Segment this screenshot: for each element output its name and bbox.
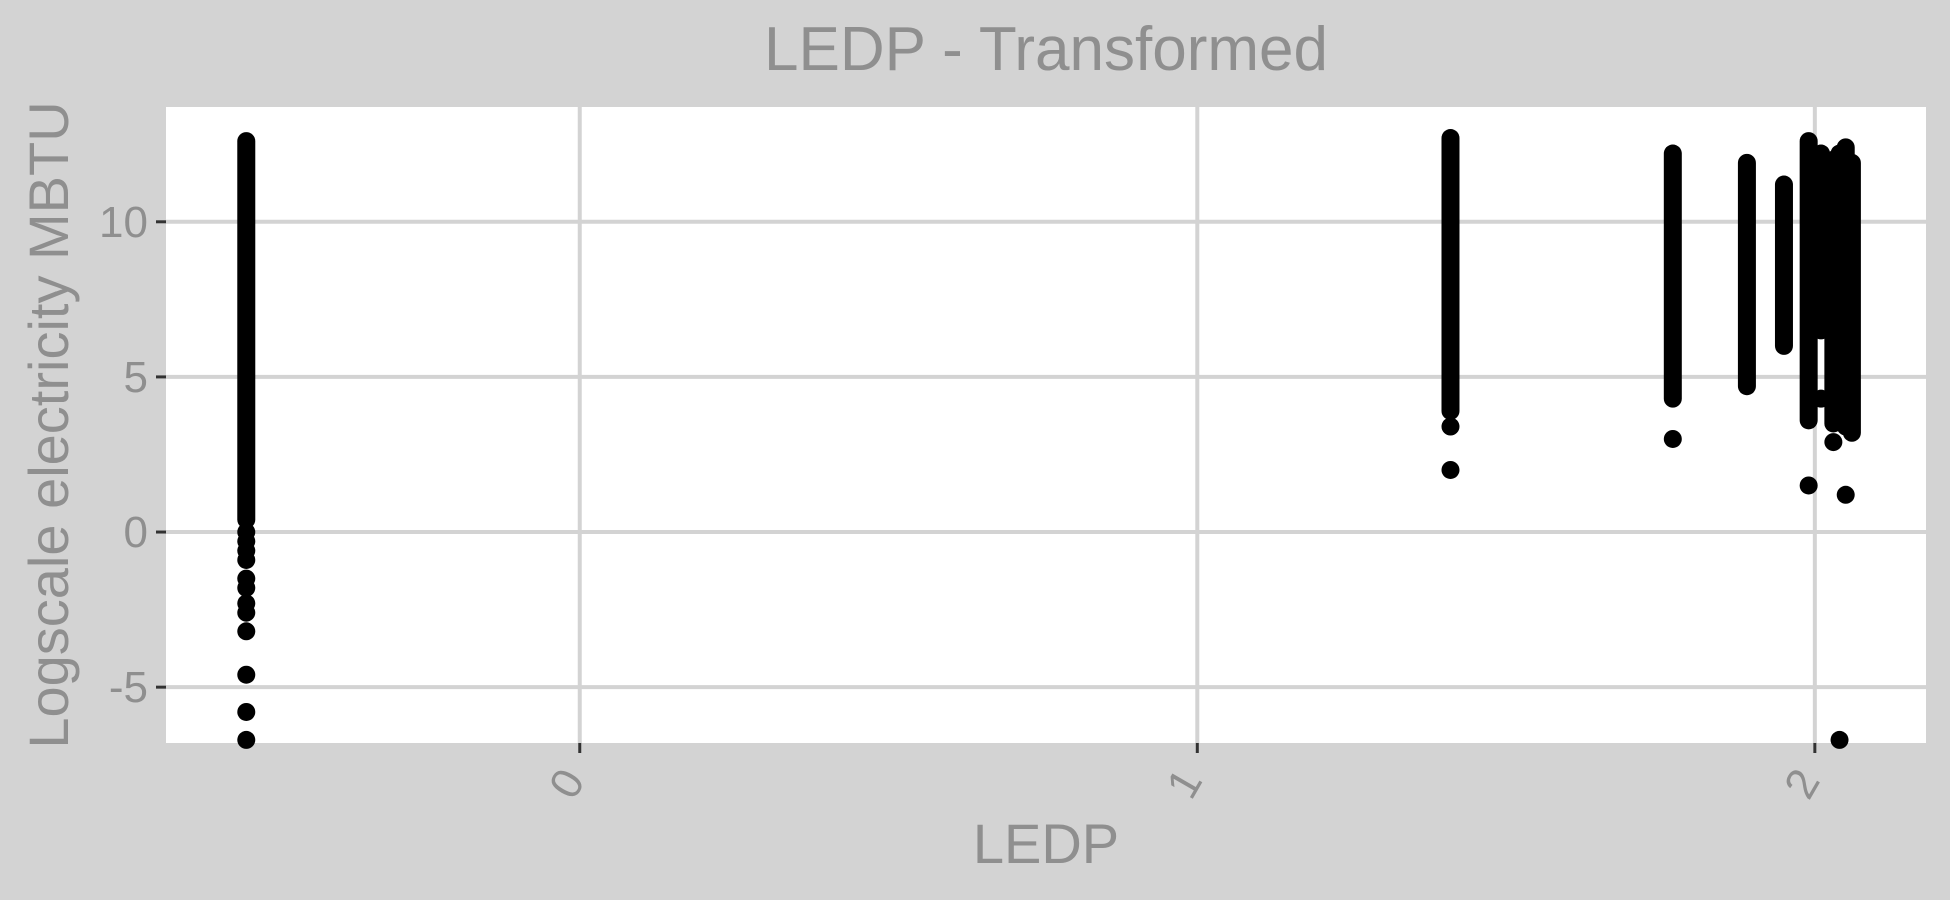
data-point <box>1830 730 1849 749</box>
data-point <box>1441 460 1460 479</box>
data-point <box>237 622 256 641</box>
data-points <box>237 129 1861 749</box>
y-axis: -5 0 5 10 <box>99 198 166 712</box>
data-point <box>1799 476 1818 495</box>
gridlines <box>166 107 1926 743</box>
data-point <box>1441 417 1460 436</box>
data-point <box>237 578 256 597</box>
y-tick-label: 0 <box>124 508 148 557</box>
data-point <box>237 730 256 749</box>
data-point <box>237 665 256 684</box>
x-axis-title: LEDP <box>973 812 1119 875</box>
chart-title: LEDP - Transformed <box>764 15 1328 84</box>
data-point <box>1836 485 1855 504</box>
data-point <box>237 603 256 622</box>
data-point <box>237 550 256 569</box>
data-point <box>1824 433 1843 452</box>
y-tick-label: 5 <box>124 353 148 402</box>
plot-panel <box>166 107 1926 743</box>
data-point <box>237 702 256 721</box>
data-point <box>1663 429 1682 448</box>
y-axis-title: Logscale electricity MBTU <box>17 101 80 748</box>
y-tick-label: -5 <box>109 663 148 712</box>
y-tick-label: 10 <box>99 198 148 247</box>
